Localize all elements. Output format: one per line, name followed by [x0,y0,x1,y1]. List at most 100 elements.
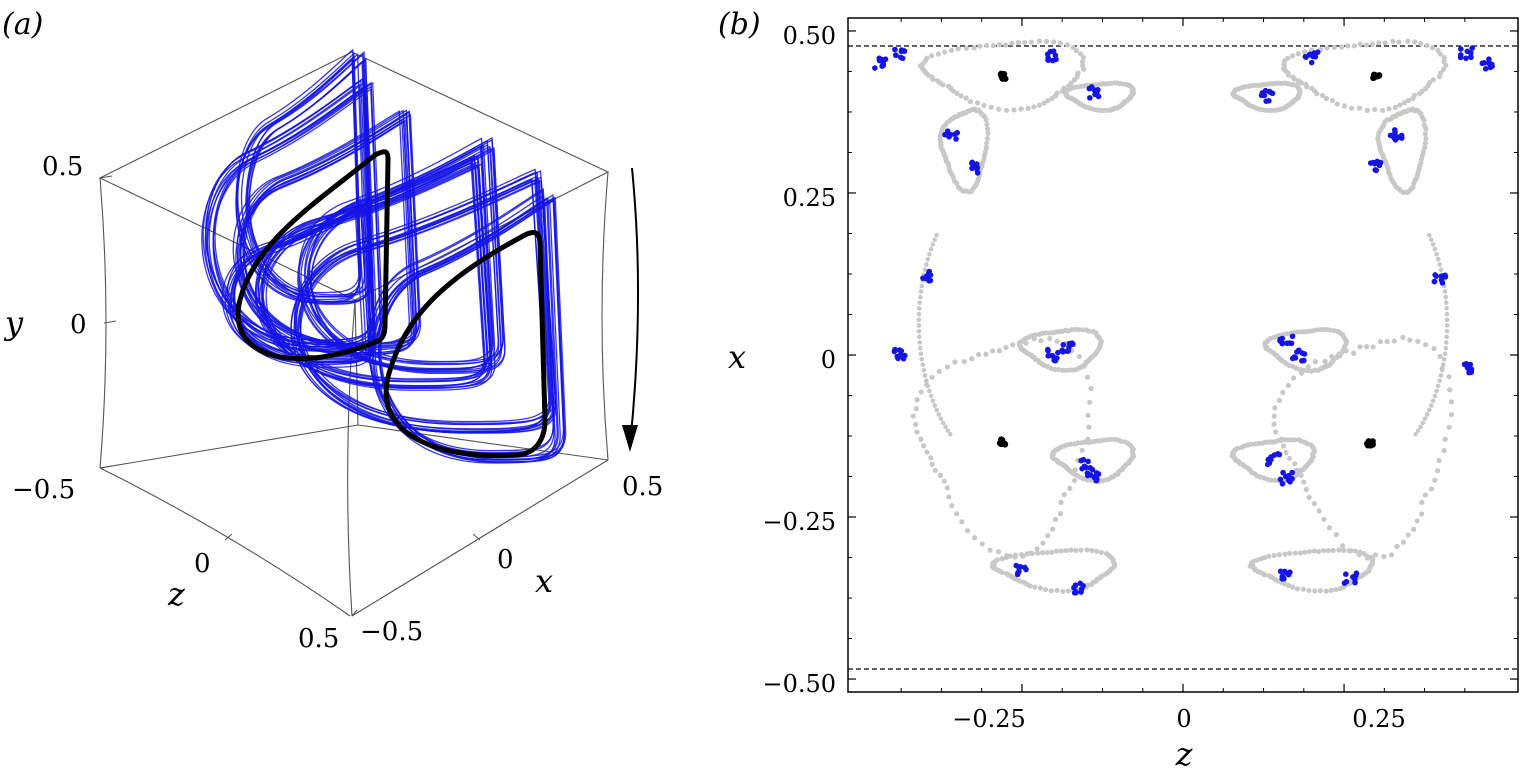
blue-point [1286,340,1293,346]
gray-point [944,364,951,370]
blue-point [1089,466,1096,473]
gray-point [1085,412,1091,418]
gray-point [1421,122,1427,128]
y-tick-mid: 0 [70,310,87,340]
gray-point [1298,80,1304,86]
gray-point [1302,49,1308,55]
blue-point [1079,465,1085,472]
gray-point [934,407,940,413]
gray-point [1292,437,1298,443]
gray-point [1333,532,1339,538]
gray-point [990,348,996,354]
gray-point [1341,103,1348,109]
gray-point [1294,586,1301,592]
blue-point [1047,48,1054,55]
gray-point [930,242,936,247]
gray-point [1271,552,1277,559]
trajectory-curve [290,178,547,433]
gray-point [995,549,1002,555]
gray-point [1295,51,1301,57]
gray-point [959,519,965,525]
gray-point [1400,334,1406,341]
gray-point [1106,568,1113,574]
gray-point [1442,289,1448,294]
gray-point [1322,358,1328,365]
gray-point [1331,328,1337,334]
gray-point [1365,555,1371,561]
gray-point [1074,74,1080,80]
black-fixed-points [996,70,1383,449]
panel-b-poincare-section: (b) 0.50 0.25 0 −0.25 −0.50 −0.25 0 0.25… [718,7,1519,773]
gray-point [1295,94,1302,100]
gray-point [1017,578,1023,584]
gray-point [1388,552,1395,558]
gray-point [1329,97,1336,104]
gray-point [1098,549,1104,556]
gray-point [1443,300,1449,306]
gray-point [1068,80,1074,86]
gray-point [943,424,948,430]
axis-ticks [848,18,1518,692]
gray-point [1272,477,1278,483]
gray-point [1381,553,1387,560]
blue-point [1261,92,1268,99]
blue-point [1055,349,1061,356]
gray-point [918,389,924,395]
gray-point [1045,98,1051,104]
gray-point [1057,40,1063,46]
gray-point [1441,356,1447,362]
blue-point [1352,579,1358,586]
gray-point [1412,39,1418,45]
gray-point [1427,80,1433,86]
blue-point [1461,361,1468,368]
blue-point [898,47,905,53]
gray-point [1078,547,1084,553]
blue-point [1094,476,1100,482]
gray-point [1430,77,1436,83]
gray-point [1426,407,1432,413]
gray-point [964,528,971,534]
gray-point [1285,72,1291,78]
gray-point [938,416,944,422]
gray-point [1446,374,1452,380]
gray-point [1027,583,1033,589]
gray-point [1356,552,1362,558]
gray-point [946,494,952,500]
gray-point [1287,550,1293,556]
gray-point [1440,362,1446,368]
gray-point [1089,547,1095,554]
x-tick-label: 0.25 [1352,705,1405,733]
gray-point [1428,237,1434,243]
blue-point [1374,158,1380,165]
blue-section-points [872,45,1495,596]
gray-point [1271,413,1277,419]
gray-point [1278,436,1285,442]
gray-point [1239,444,1245,451]
gray-section-points [910,38,1455,595]
gray-point [1323,588,1329,594]
y-tick-label: −0.50 [762,670,836,698]
gray-point [1067,367,1073,373]
trajectory-curve [239,118,418,354]
gray-point [1426,232,1432,238]
gray-point [1088,385,1094,392]
gray-point [1051,39,1057,45]
gray-point [932,467,938,473]
blue-point [1059,347,1066,354]
gray-point [982,149,988,155]
y-tick-bottom: −0.5 [12,475,75,505]
gray-point [1049,549,1055,555]
gray-point [1060,588,1066,595]
gray-point [1085,436,1091,442]
gray-point [1285,582,1292,588]
gray-point [1423,135,1429,141]
z-axis-label: z [167,575,186,613]
blue-point [1087,95,1093,101]
gray-point [984,42,990,49]
gray-point [921,367,927,373]
gray-point [1065,588,1071,594]
gray-point [1252,441,1258,447]
gray-point [1419,499,1425,506]
gray-point [1291,76,1298,82]
